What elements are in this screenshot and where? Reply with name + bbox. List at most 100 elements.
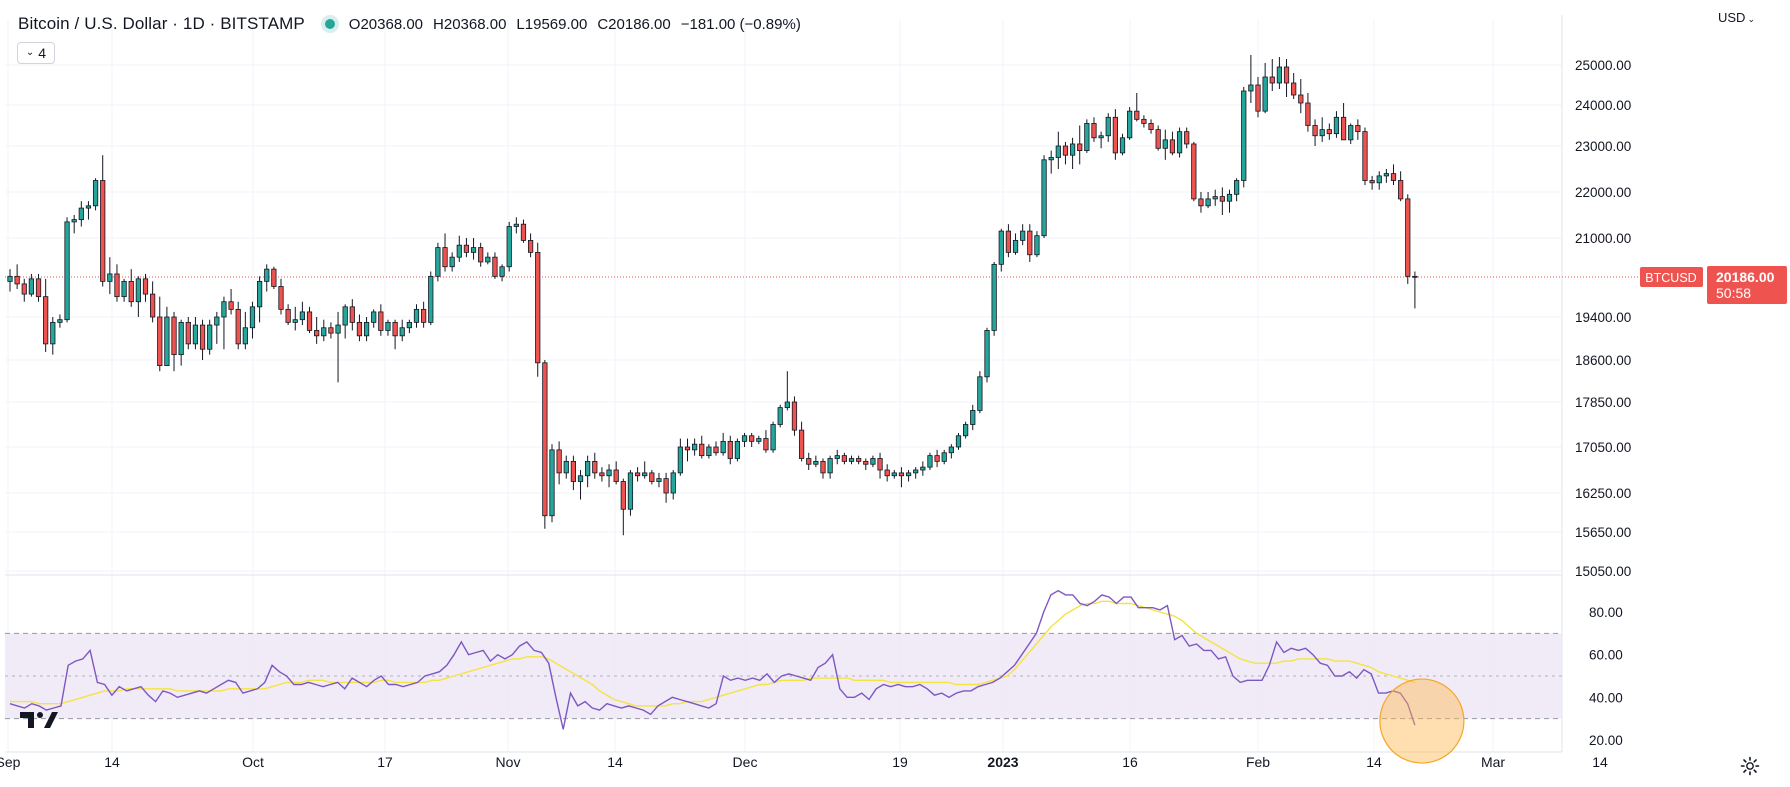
candle-body [841,455,847,462]
candle [905,470,912,482]
candle-body [656,478,662,482]
candle-body [1398,180,1404,200]
high-value: H20368.00 [433,15,507,33]
candle [207,319,213,355]
candle [1041,155,1047,238]
candle [285,304,291,326]
candle [199,319,206,360]
candle [249,301,256,339]
candle [1362,127,1368,186]
candle-body [306,311,313,331]
candle-body [692,443,698,451]
candle [1390,164,1397,186]
candle [734,438,741,462]
candle-body [192,324,199,345]
candle-body [506,226,512,268]
candle-body [1362,131,1368,181]
candle-body [121,280,127,298]
candle-body [542,362,548,517]
price-tick-label: 23000.00 [1575,139,1631,154]
candle [827,455,833,479]
candle-body [649,472,655,482]
candle-body [577,475,584,482]
candle [948,444,954,459]
logo-dot [37,712,43,718]
candle-body [834,455,840,459]
candle [164,306,170,366]
candle-body [1198,198,1204,207]
candle [1091,117,1097,142]
candle-body [1212,196,1218,200]
grid [5,15,1563,753]
candle [1340,103,1347,141]
candle-body [157,316,163,366]
candle [1369,175,1375,190]
candle [1020,224,1026,246]
price-tick-label: 24000.00 [1575,98,1631,113]
gear-icon[interactable] [1740,756,1760,776]
candle [7,269,13,292]
candle [777,404,783,428]
candle-body [634,472,641,477]
candle [920,461,926,476]
candle [720,432,726,456]
candle [977,371,983,414]
currency-selector[interactable]: USD ⌄ [1718,10,1755,25]
candle-body [1205,198,1211,207]
candle-body [1048,157,1054,161]
countdown-label: 50:58 [1716,285,1751,301]
candle-body [342,306,348,326]
price-tick-label: 25000.00 [1575,58,1631,73]
candle-body [1041,159,1047,237]
candle-body [299,311,306,321]
candle [556,441,562,485]
candle-body [1127,110,1133,139]
indicators-toggle-button[interactable]: ⌄ 4 [17,42,55,64]
logo-mark [20,712,34,728]
candle-body [107,273,113,282]
candle-body [492,256,498,277]
symbol-title[interactable]: Bitcoin / U.S. Dollar · 1D · BITSTAMP [18,14,305,33]
candle-body [64,221,70,321]
candle-body [927,455,933,468]
candle [485,252,491,265]
candle [413,304,420,328]
candle [527,233,534,258]
candle [1262,63,1268,114]
candle-body [870,458,876,465]
candle-body [1269,76,1275,84]
candle-body [21,283,27,295]
candle-body [1369,180,1375,184]
candle-body [1312,125,1318,137]
candle [385,319,391,336]
candle-body [1340,116,1347,141]
candle [1283,59,1290,97]
candle [863,458,869,470]
candle [927,452,933,470]
candle [1112,109,1118,160]
candlestick-series [5,55,1640,536]
time-tick-label: 2023 [987,754,1018,770]
candle [1333,111,1340,138]
price-tick-label: 15650.00 [1575,525,1631,540]
time-tick-label: Mar [1481,754,1505,770]
candle [1127,107,1133,140]
candle-body [913,469,919,474]
candle [770,421,776,453]
candle-body [1176,131,1183,154]
candle [1084,119,1090,153]
candle [677,438,683,476]
candle [834,449,840,465]
candle [606,464,612,488]
candle-body [14,275,20,285]
candle-body [271,268,277,287]
candle-body [1305,102,1311,126]
candle-body [1012,239,1019,253]
candle [1184,127,1190,149]
candle [642,461,648,479]
candle-body [1148,123,1154,130]
candle-body [321,327,327,337]
candle [342,304,348,339]
candle-body [1241,90,1247,181]
